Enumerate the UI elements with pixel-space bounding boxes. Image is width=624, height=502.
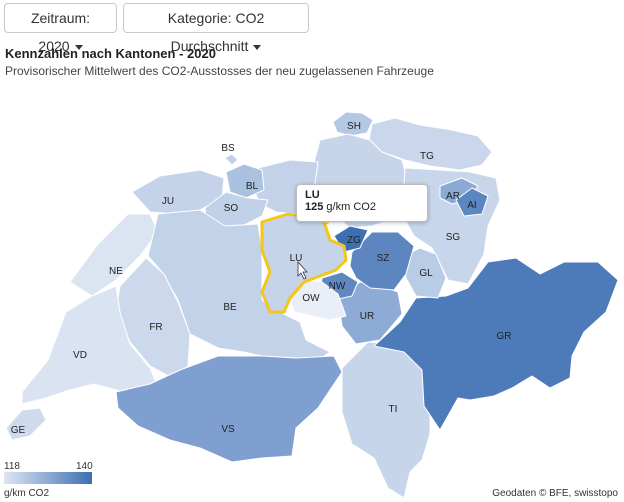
tooltip-value-line: 125 g/km CO2: [305, 201, 419, 213]
canton-bl[interactable]: [225, 163, 265, 199]
category-dropdown-label: Kategorie: CO2 Durchschnitt: [167, 10, 265, 54]
label-ar: AR: [446, 191, 460, 202]
legend-unit: g/km CO2: [4, 488, 50, 499]
label-ju: JU: [162, 196, 174, 207]
label-lu: LU: [290, 253, 303, 264]
label-ge: GE: [11, 425, 26, 436]
canton-bs[interactable]: [224, 153, 239, 166]
label-ow: OW: [302, 293, 320, 304]
map-tooltip: LU 125 g/km CO2: [296, 184, 428, 222]
period-dropdown-label: Zeitraum: 2020: [30, 10, 91, 54]
canton-sz[interactable]: [349, 231, 415, 291]
canton-ai[interactable]: [455, 187, 489, 217]
label-sh: SH: [347, 121, 361, 132]
canton-vs[interactable]: [115, 355, 343, 463]
mouse-cursor-icon: [297, 260, 308, 280]
canton-sh[interactable]: [332, 111, 374, 137]
tooltip-canton: LU: [305, 189, 320, 201]
map-subtitle: Provisorischer Mittelwert des CO2-Aussto…: [5, 64, 434, 78]
label-gl: GL: [419, 268, 433, 279]
label-bl: BL: [246, 181, 259, 192]
label-nw: NW: [329, 281, 346, 292]
label-bs: BS: [221, 143, 235, 154]
chevron-down-icon: [253, 44, 262, 50]
canton-gl[interactable]: [403, 247, 447, 299]
label-fr: FR: [149, 322, 162, 333]
legend-min: 118: [4, 461, 20, 472]
label-ai: AI: [467, 200, 476, 211]
label-vd: VD: [73, 350, 87, 361]
label-sz: SZ: [377, 253, 390, 264]
chevron-down-icon: [74, 44, 83, 50]
legend-max: 140: [76, 461, 93, 472]
canton-gr[interactable]: [373, 257, 619, 431]
canton-ge[interactable]: [5, 407, 47, 441]
label-ne: NE: [109, 266, 123, 277]
label-sg: SG: [446, 232, 461, 243]
label-vs: VS: [221, 424, 235, 435]
label-ti: TI: [389, 404, 398, 415]
label-be: BE: [223, 302, 237, 313]
label-zg: ZG: [347, 235, 361, 246]
canton-be[interactable]: [147, 209, 331, 361]
tooltip-unit: g/km CO2: [326, 201, 376, 213]
legend-color-scale: [4, 472, 92, 484]
period-dropdown[interactable]: Zeitraum: 2020: [4, 3, 117, 54]
map-credit: Geodaten © BFE, swisstopo: [492, 488, 618, 499]
label-ur: UR: [360, 311, 374, 322]
label-so: SO: [224, 203, 239, 214]
category-dropdown[interactable]: Kategorie: CO2 Durchschnitt: [123, 3, 309, 54]
label-gr: GR: [497, 331, 512, 342]
map-title: Kennzahlen nach Kantonen - 2020: [5, 46, 216, 61]
label-tg: TG: [420, 151, 434, 162]
tooltip-value: 125: [305, 201, 324, 213]
canton-vd[interactable]: [21, 285, 161, 405]
